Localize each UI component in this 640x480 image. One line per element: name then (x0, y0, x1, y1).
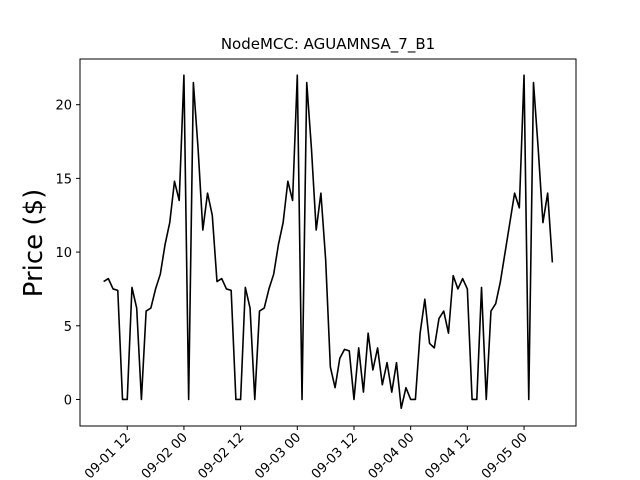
y-tick-label: 10 (55, 246, 72, 261)
price-line (103, 74, 554, 410)
y-tick-label: 15 (55, 172, 72, 187)
x-tick-label: 09-03 00 (252, 430, 304, 480)
x-tick-label: 09-04 00 (366, 430, 418, 480)
y-tick-label: 20 (55, 99, 72, 114)
chart-title: NodeMCC: AGUAMNSA_7_B1 (221, 35, 435, 54)
y-axis-label: Price ($) (19, 189, 49, 298)
x-tick-label: 09-05 00 (479, 430, 531, 480)
x-tick-label: 09-03 12 (309, 430, 361, 480)
x-tick-label: 09-01 12 (82, 430, 134, 480)
x-tick-label: 09-02 12 (195, 430, 247, 480)
y-tick-label: 5 (64, 320, 72, 335)
x-tick-label: 09-02 00 (139, 430, 191, 480)
y-tick-label: 0 (64, 393, 72, 408)
plot-frame (79, 58, 577, 427)
x-tick-label: 09-04 12 (422, 430, 474, 480)
